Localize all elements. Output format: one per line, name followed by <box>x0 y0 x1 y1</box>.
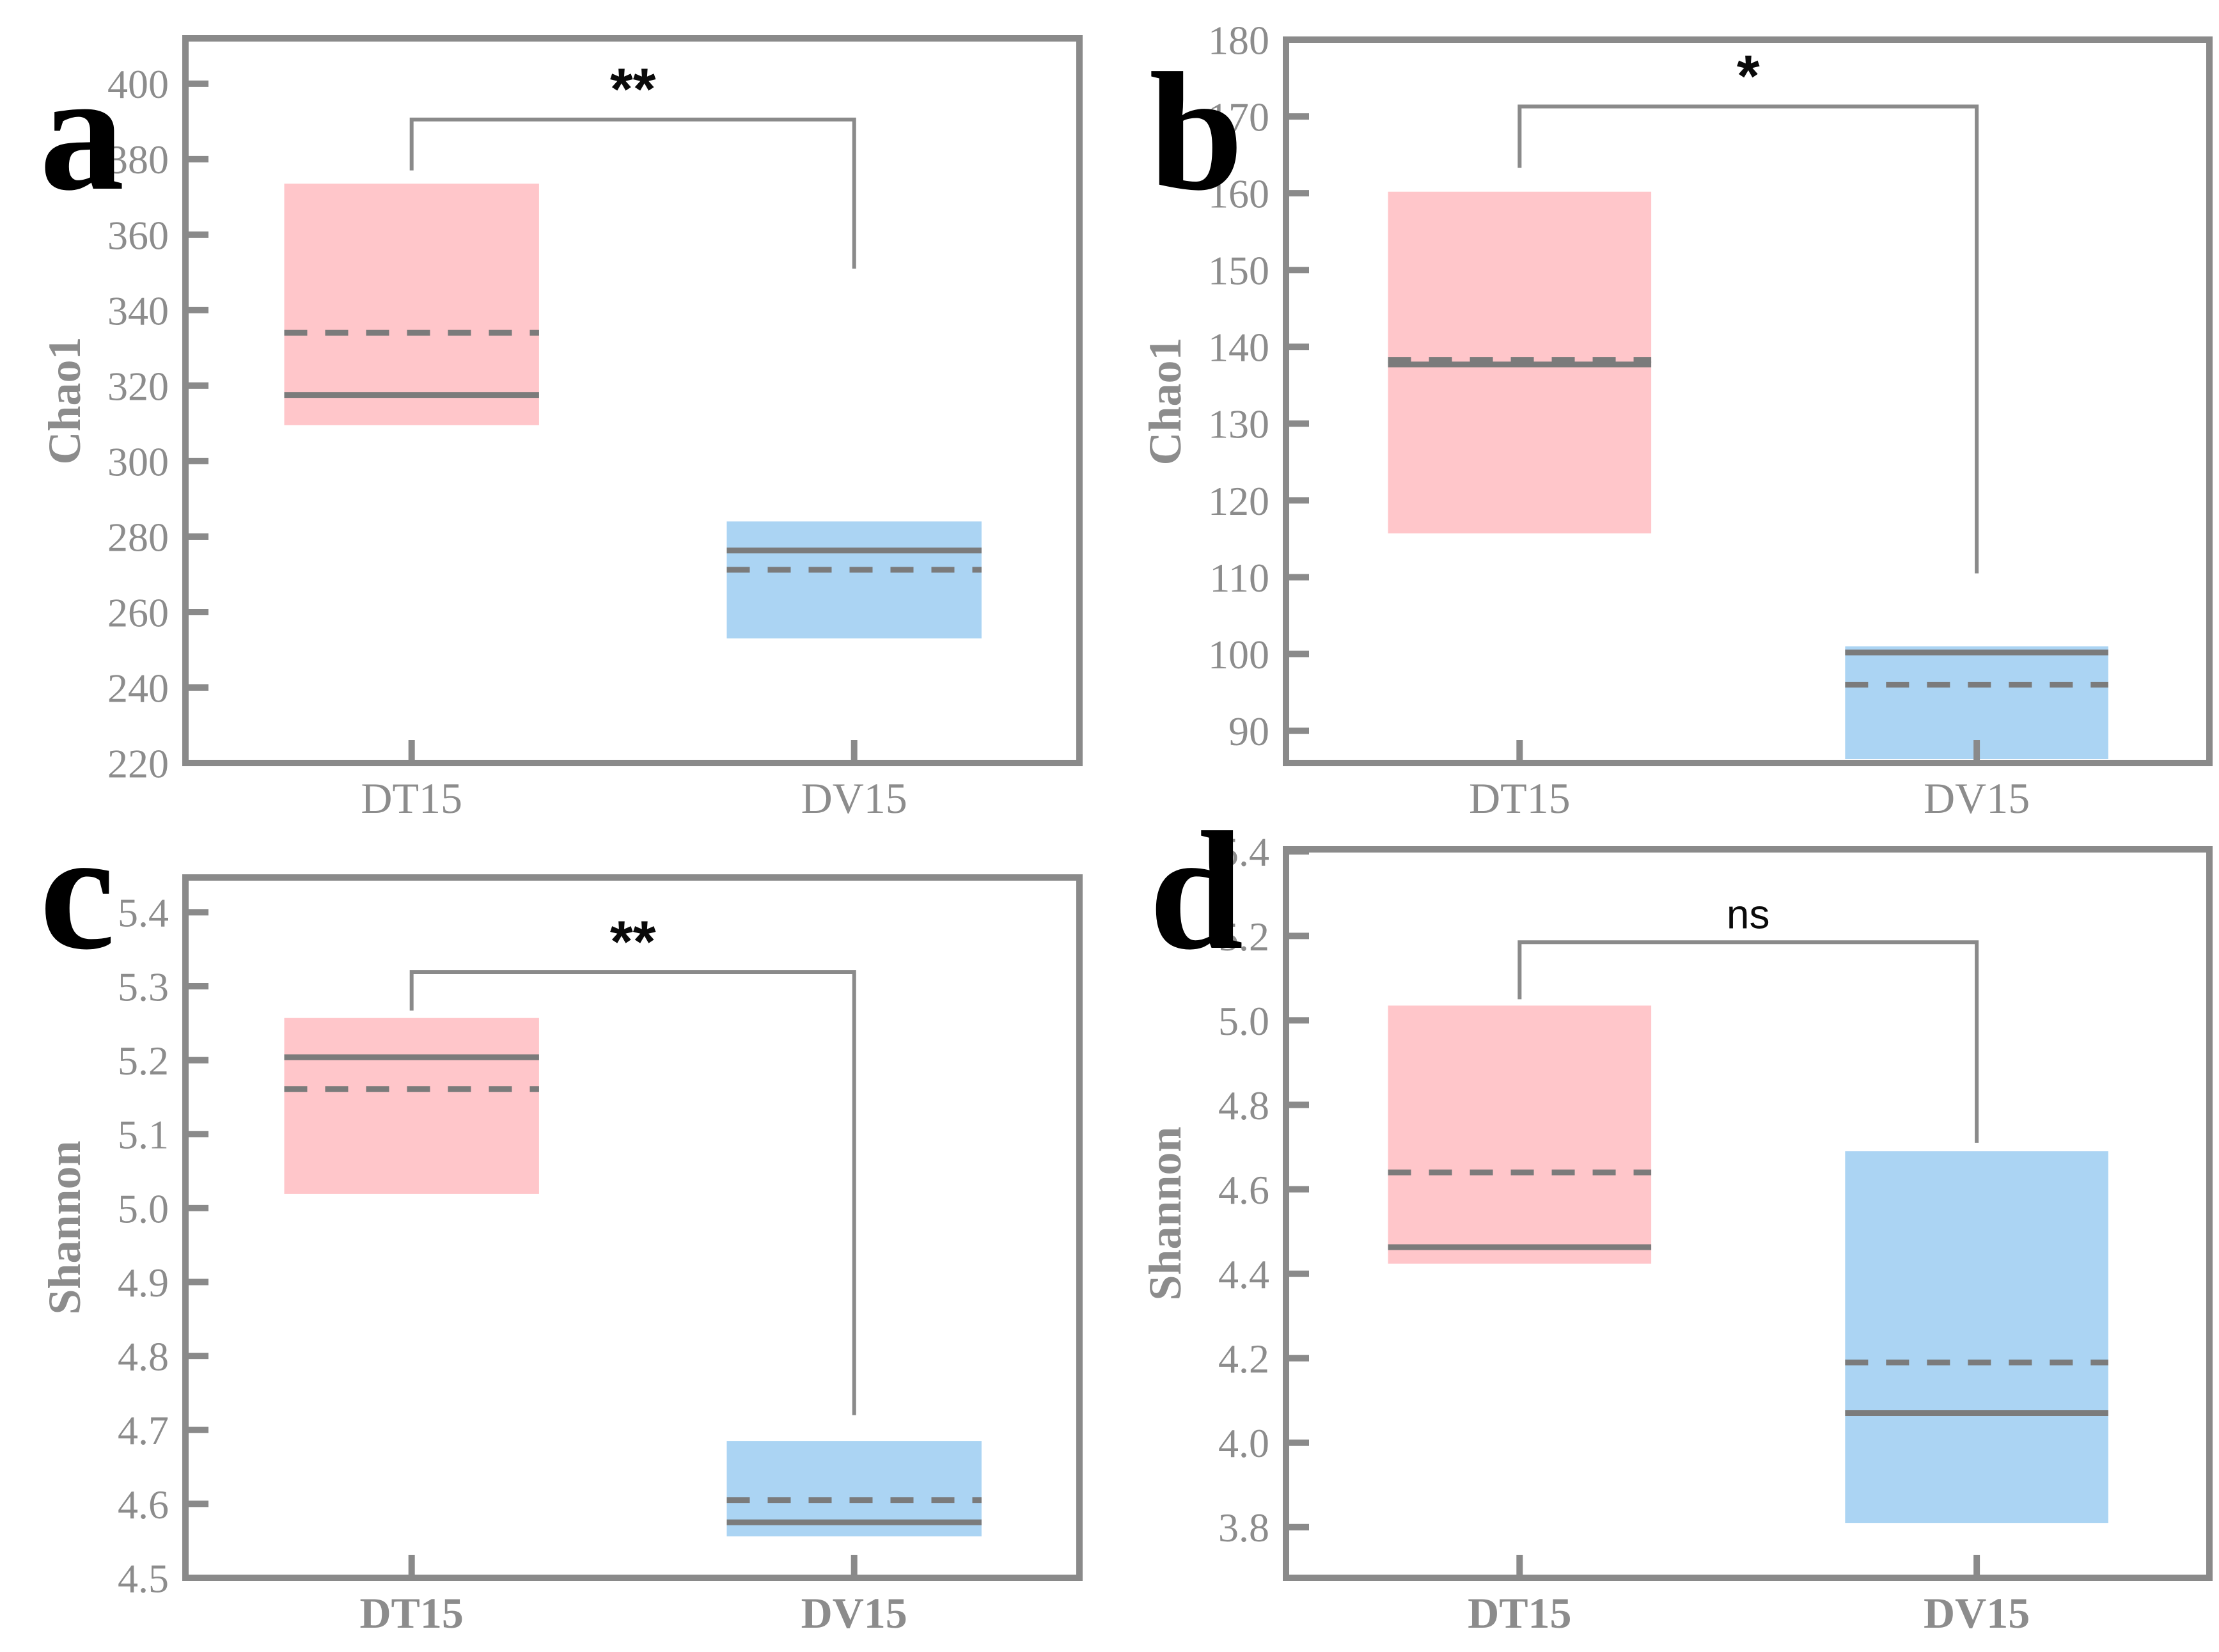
panel-letter-d: d <box>1149 826 1243 985</box>
y-tick-label: 380 <box>107 137 169 182</box>
y-axis-label: Chao1 <box>39 336 90 464</box>
significance-bracket <box>409 117 856 269</box>
x-tick-label-dt15: DT15 <box>361 774 462 822</box>
plot-frame <box>182 874 1083 1581</box>
y-tick-label: 240 <box>107 665 169 711</box>
y-tick-label: 4.6 <box>118 1482 169 1527</box>
y-tick-label: 120 <box>1208 478 1269 524</box>
significance-bracket <box>409 970 856 1415</box>
x-tick-label-dt15: DT15 <box>1468 1589 1571 1637</box>
box-dt15 <box>284 184 539 425</box>
y-axis-label: Shannon <box>39 1140 90 1314</box>
y-axis-label: Chao1 <box>1140 337 1191 465</box>
y-tick-label: 400 <box>107 61 169 107</box>
y-axis-label: Shannon <box>1140 1126 1191 1300</box>
panel-letter-a: a <box>40 38 125 226</box>
y-tick-label: 360 <box>107 212 169 258</box>
y-tick-label: 130 <box>1208 402 1269 447</box>
panel-a-boxplot: ** 400 380 360 340 320 300 280 260 240 220 DT15 DV15… <box>39 35 1083 822</box>
y-tick-label: 4.8 <box>1218 1083 1269 1128</box>
y-tick-label: 4.7 <box>118 1408 169 1453</box>
significance-bracket <box>1517 940 1979 1143</box>
y-tick-label: 4.6 <box>1218 1167 1269 1213</box>
significance-bracket <box>1517 104 1979 574</box>
y-tick-label: 4.9 <box>118 1260 169 1305</box>
y-tick-label: 5.2 <box>118 1038 169 1083</box>
box-dt15 <box>284 1018 539 1194</box>
significance-label: ** <box>610 909 656 975</box>
box-dv15 <box>726 521 982 639</box>
x-tick-label-dv15: DV15 <box>1924 1589 2030 1637</box>
y-tick-label: 280 <box>107 514 169 560</box>
y-tick-label: 220 <box>107 741 169 786</box>
y-tick-label: 90 <box>1228 709 1269 754</box>
x-tick-label-dv15: DV15 <box>801 774 907 822</box>
y-tick-label: 140 <box>1208 325 1269 370</box>
box-dv15 <box>1845 1151 2108 1523</box>
y-tick-label: 4.4 <box>1218 1252 1269 1297</box>
panel-letter-c: c <box>40 826 115 985</box>
y-tick-label: 320 <box>107 363 169 409</box>
y-tick-label: 4.2 <box>1218 1336 1269 1381</box>
y-tick-label: 340 <box>107 288 169 333</box>
panel-letter-b: b <box>1149 38 1243 226</box>
y-tick-label: 4.5 <box>118 1555 169 1601</box>
plot-frame <box>182 35 1083 766</box>
y-tick-label: 5.0 <box>1218 998 1269 1044</box>
y-tick-label: 180 <box>1208 17 1269 63</box>
y-tick-label: 4.8 <box>118 1334 169 1380</box>
y-tick-label: 4.0 <box>1218 1420 1269 1466</box>
x-tick-label-dv15: DV15 <box>1924 774 2030 822</box>
panel-b-boxplot: * 180 170 160 150 140 130 120 110 100 90 DT15 DV15 Ch… <box>1140 17 2213 822</box>
y-tick-label: 5.4 <box>1218 830 1269 875</box>
y-tick-label: 5.2 <box>1218 914 1269 959</box>
y-tick-label: 170 <box>1208 94 1269 139</box>
y-tick-label: 5.3 <box>118 964 169 1009</box>
y-tick-label: 110 <box>1209 555 1269 601</box>
significance-label: ns <box>1727 891 1770 937</box>
significance-label: ** <box>610 57 656 122</box>
y-tick-label: 260 <box>107 590 169 635</box>
plot-frame <box>1283 846 2213 1581</box>
y-tick-label: 5.4 <box>118 890 169 936</box>
y-tick-label: 160 <box>1208 171 1269 217</box>
panel-d-boxplot: ns 5.4 5.2 5.0 4.8 4.6 4.4 4.2 4.0 3.8 DT15 DV15 Sha… <box>1140 826 2213 1637</box>
y-tick-label: 300 <box>107 439 169 484</box>
y-tick-label: 5.1 <box>118 1112 169 1158</box>
box-dt15 <box>1388 1005 1652 1264</box>
x-tick-label-dt15: DT15 <box>359 1589 463 1637</box>
y-tick-label: 150 <box>1208 248 1269 294</box>
significance-label: * <box>1737 43 1760 109</box>
y-tick-label: 100 <box>1208 632 1269 677</box>
y-tick-label: 5.0 <box>118 1186 169 1231</box>
panel-c-boxplot: ** 5.4 5.3 5.2 5.1 5.0 4.9 4.8 4.7 4.6 4.5 DT15 DV15… <box>39 826 1083 1637</box>
y-tick-label: 3.8 <box>1218 1505 1269 1550</box>
x-tick-label-dv15: DV15 <box>801 1589 907 1637</box>
x-tick-label-dt15: DT15 <box>1469 774 1571 822</box>
plot-frame <box>1283 36 2213 766</box>
